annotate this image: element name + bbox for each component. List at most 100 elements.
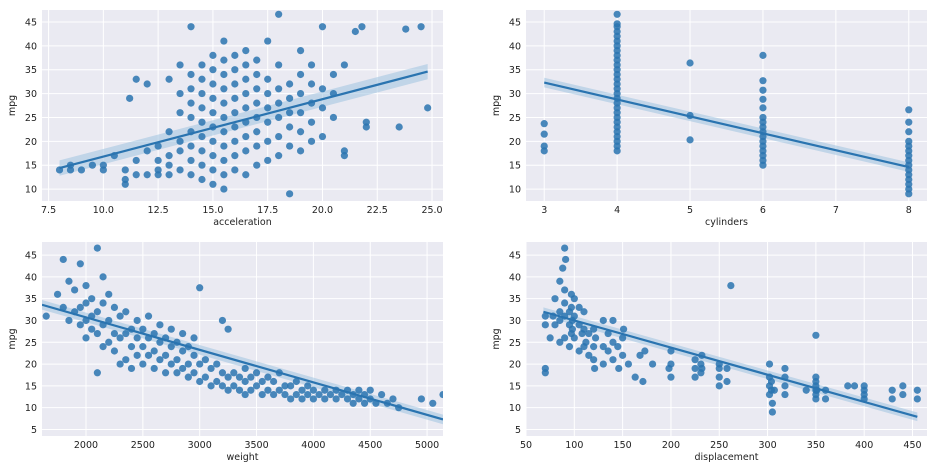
scatter-point <box>727 281 735 290</box>
scatter-point <box>122 308 130 316</box>
scatter-point <box>242 104 250 112</box>
scatter-point <box>187 99 195 107</box>
scatter-point <box>207 364 215 373</box>
scatter-point <box>641 347 649 355</box>
scatter-point <box>88 325 96 333</box>
y-tick-label: 30 <box>509 316 521 327</box>
scatter-point <box>253 161 261 169</box>
scatter-point <box>812 373 820 381</box>
x-tick-label: 150 <box>614 440 632 451</box>
scatter-point <box>209 109 217 117</box>
scatter-point <box>213 377 221 386</box>
scatter-point <box>360 399 369 407</box>
scatter-point <box>231 166 239 174</box>
scatter-point <box>82 334 90 342</box>
scatter-point <box>275 10 283 18</box>
scatter-point <box>298 386 306 394</box>
scatter-point <box>154 142 162 150</box>
y-tick-label: 40 <box>25 272 37 283</box>
y-tick-label: 25 <box>509 113 521 124</box>
scatter-point <box>127 343 136 351</box>
scatter-point <box>179 364 187 373</box>
scatter-point <box>161 369 170 377</box>
scatter-point <box>307 80 316 88</box>
scatter-point <box>591 334 600 342</box>
scatter-point <box>122 356 130 364</box>
scatter-point <box>287 395 295 403</box>
scatter-point <box>850 382 859 390</box>
scatter-point <box>264 118 272 126</box>
scatter-point <box>759 95 767 103</box>
scatter-point <box>281 382 289 390</box>
scatter-point <box>575 303 583 311</box>
y-tick-label: 10 <box>25 185 37 196</box>
scatter-point <box>132 156 140 165</box>
scatter-point <box>292 377 300 386</box>
scatter-point <box>154 156 162 165</box>
scatter-point <box>132 75 140 83</box>
scatter-point <box>691 364 699 373</box>
scatter-point <box>340 61 348 69</box>
scatter-point <box>307 137 316 145</box>
scatter-point <box>575 347 583 355</box>
y-tick-label: 20 <box>509 360 521 371</box>
scatter-point <box>198 89 206 98</box>
scatter-point <box>286 94 294 102</box>
scatter-point <box>224 325 232 333</box>
scatter-point <box>187 113 195 122</box>
scatter-points <box>55 10 432 198</box>
scatter-point <box>905 118 913 126</box>
scatter-point <box>366 386 374 394</box>
scatter-point <box>582 338 590 346</box>
scatter-point <box>231 51 239 59</box>
scatter-point <box>613 20 621 28</box>
scatter-point <box>82 281 90 290</box>
scatter-point <box>307 61 316 69</box>
scatter-point <box>614 343 622 351</box>
scatter-point <box>429 399 437 407</box>
x-tick-label: 7.5 <box>41 205 56 216</box>
scatter-point <box>604 347 612 355</box>
scatter-point <box>599 360 607 368</box>
scatter-point <box>417 395 425 403</box>
scatter-point <box>585 329 593 338</box>
scatter-point <box>667 360 675 368</box>
scatter-point <box>264 89 272 98</box>
scatter-point <box>167 325 175 333</box>
y-tick-label: 10 <box>25 403 37 414</box>
x-tick-label: 17.5 <box>257 205 278 216</box>
scatter-point <box>439 390 443 399</box>
x-tick-label: 4500 <box>358 440 382 451</box>
scatter-point <box>691 373 699 381</box>
scatter-point <box>264 75 272 83</box>
x-tick-label: 100 <box>565 440 583 451</box>
y-tick-label: 30 <box>25 89 37 100</box>
scatter-point <box>66 166 75 174</box>
x-tick-label: 3500 <box>244 440 268 451</box>
scatter-point <box>759 77 767 85</box>
x-tick-label: 400 <box>855 440 873 451</box>
x-tick-label: 250 <box>710 440 728 451</box>
scatter-point <box>253 70 261 79</box>
scatter-point <box>88 295 96 303</box>
scatter-point <box>220 37 228 45</box>
scatter-point <box>570 312 578 320</box>
scatter-point <box>307 118 316 126</box>
scatter-point <box>556 316 564 325</box>
scatter-point <box>609 356 617 364</box>
scatter-point <box>715 373 723 381</box>
scatter-point <box>218 369 227 377</box>
y-tick-label: 30 <box>25 316 37 327</box>
scatter-point <box>298 395 306 403</box>
scatter-point <box>220 85 228 93</box>
x-tick-label: 4000 <box>301 440 325 451</box>
scatter-point <box>242 89 250 98</box>
scatter-point <box>209 94 217 102</box>
scatter-point <box>275 113 283 122</box>
scatter-point <box>99 343 107 351</box>
scatter-point <box>165 152 173 160</box>
scatter-point <box>71 286 79 294</box>
scatter-point <box>570 334 578 342</box>
scatter-point <box>275 85 283 93</box>
scatter-point <box>590 343 598 351</box>
